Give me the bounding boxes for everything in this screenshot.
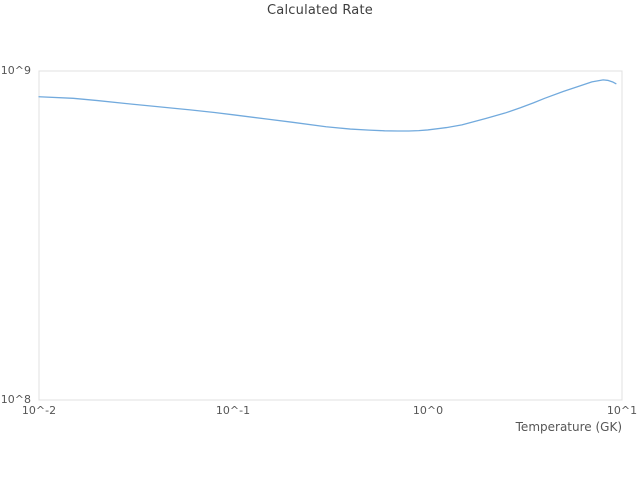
chart-title: Calculated Rate bbox=[267, 3, 373, 18]
x-tick-label-1e0: 10^0 bbox=[412, 404, 444, 417]
plot-frame bbox=[38, 70, 623, 401]
x-axis-label: Temperature (GK) bbox=[515, 420, 622, 434]
x-tick-label-1e-1: 10^-1 bbox=[215, 404, 251, 417]
x-tick-label-1e-2: 10^-2 bbox=[21, 404, 57, 417]
y-tick-label-1e8: 10^8 bbox=[0, 393, 31, 406]
rate-curve bbox=[38, 79, 617, 132]
x-tick-label-1e1: 10^1 bbox=[606, 404, 638, 417]
y-tick-label-1e9: 10^9 bbox=[0, 64, 31, 77]
